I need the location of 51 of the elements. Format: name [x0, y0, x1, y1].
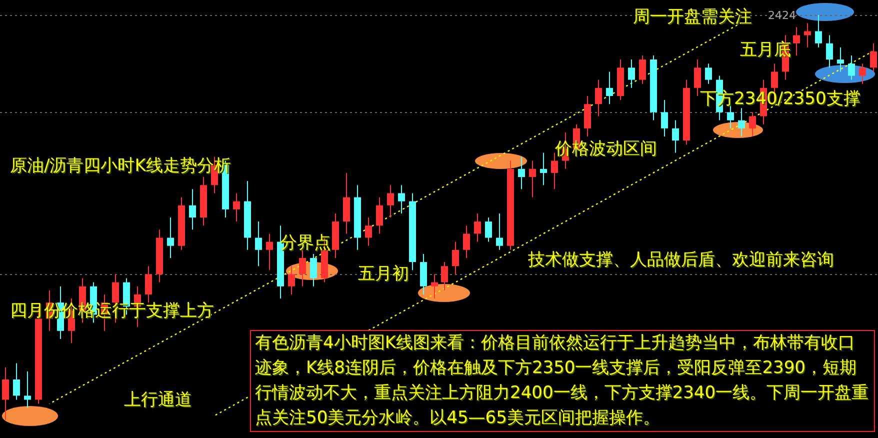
annotation: 技术做支撑、人品做后盾、欢迎前来咨询 [528, 249, 834, 271]
candlestick [398, 184, 405, 214]
candlestick [474, 212, 481, 242]
candlestick [13, 362, 20, 400]
candlestick [189, 188, 196, 230]
candlestick [628, 59, 635, 88]
candlestick [804, 22, 811, 48]
candlestick [452, 241, 459, 275]
annotation: 五月初 [358, 263, 409, 285]
candlestick [837, 46, 844, 72]
candlestick [540, 152, 547, 186]
candlestick [387, 184, 394, 218]
candlestick [595, 79, 602, 117]
candlestick [639, 55, 646, 84]
annotation: 原油/沥青四小时K线走势分析 [10, 155, 231, 177]
candlestick [233, 192, 240, 222]
candlestick [518, 156, 525, 190]
candlestick [826, 34, 833, 68]
candlestick [485, 217, 492, 242]
candlestick [870, 42, 877, 72]
candlestick [815, 14, 822, 48]
candlestick [2, 366, 9, 420]
candlestick [749, 112, 756, 137]
annotation: 上行通道 [124, 389, 192, 411]
candlestick [672, 120, 679, 154]
candlestick [463, 225, 470, 258]
candlestick [859, 63, 866, 84]
candlestick [310, 253, 317, 287]
candlestick [288, 266, 295, 295]
candlestick [255, 221, 262, 267]
candlestick [145, 266, 152, 304]
candlestick [661, 100, 668, 137]
annotation: 2424 [768, 9, 796, 22]
candlestick [24, 370, 31, 408]
candlestick [376, 196, 383, 234]
annotation: 有色沥青4小时图K线图来看：价格目前依然运行于上升趋势当中，布林带有收口迹象，K线8连阴后，价格在触及下方2350一线支撑后，受阳反弹至2390，短期行情波动不大，重点关注上方阻力2400一线，下方支撑2340一线。下周一开盘重点关注50美元分水岭。以45—65美元区间把握操作。 [250, 330, 875, 432]
candlestick [299, 249, 306, 287]
candlestick [793, 26, 800, 56]
candlestick [705, 63, 712, 84]
candlestick [529, 160, 536, 198]
candlestick [431, 274, 438, 299]
candlestick [694, 59, 701, 96]
candlestick [848, 55, 855, 80]
annotation: 周一开盘需关注 [633, 6, 752, 28]
candlestick [365, 217, 372, 246]
candlestick [266, 233, 273, 271]
candlestick [496, 212, 503, 250]
candlestick [167, 217, 174, 258]
candlestick [441, 262, 448, 291]
candlestick [606, 71, 613, 105]
candlestick [738, 108, 745, 137]
